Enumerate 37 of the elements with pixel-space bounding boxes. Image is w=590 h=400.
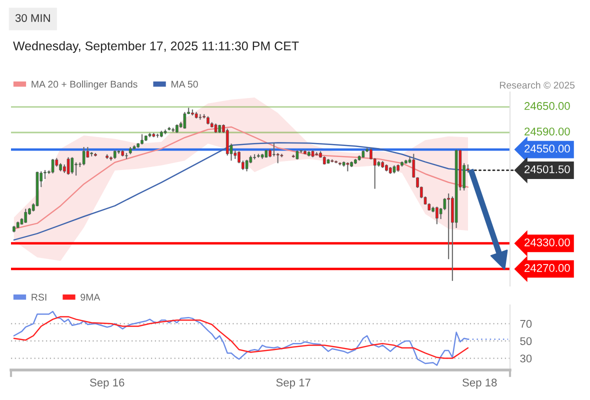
candlestick bbox=[24, 208, 28, 224]
y-tick-label: 70 bbox=[520, 320, 532, 328]
ref-line-label: 24550.00 bbox=[524, 144, 570, 153]
candlestick bbox=[198, 114, 202, 120]
candlestick bbox=[436, 206, 438, 225]
candlestick bbox=[447, 192, 450, 260]
candlestick bbox=[226, 128, 229, 156]
x-tick-label: Sep 18 bbox=[462, 378, 497, 389]
candlestick bbox=[140, 134, 144, 145]
candlestick bbox=[74, 162, 78, 176]
candlestick bbox=[245, 159, 248, 172]
ref-line-label: 24270.00 bbox=[524, 264, 570, 272]
candlestick bbox=[272, 142, 276, 157]
candlestick bbox=[51, 158, 54, 174]
ref-line-label: 24330.00 bbox=[524, 238, 570, 246]
chart-title: 30 MIN bbox=[15, 14, 50, 22]
candlestick bbox=[214, 122, 218, 134]
ref-line-label: 24590.00 bbox=[524, 128, 570, 136]
ref-line-label: 24650.00 bbox=[524, 102, 570, 110]
candlestick bbox=[183, 111, 186, 130]
text: Research © 2025 bbox=[500, 81, 575, 89]
line-series bbox=[13, 316, 469, 359]
y-tick-label: 50 bbox=[520, 337, 532, 346]
chart-subtitle: Wednesday, September 17, 2025 11:11:30 PM CET bbox=[13, 41, 299, 53]
legend-label: RSI bbox=[32, 294, 46, 301]
y-tick-label: 30 bbox=[520, 354, 532, 362]
candlestick bbox=[70, 156, 74, 174]
legend-label: MA 20 + Bollinger Bands bbox=[32, 80, 138, 90]
x-tick-label: Sep 17 bbox=[276, 378, 310, 389]
candlestick bbox=[66, 156, 70, 176]
candlestick bbox=[412, 153, 416, 178]
legend-label: 9MA bbox=[80, 294, 100, 301]
candlestick bbox=[276, 152, 280, 164]
legend-label: MA 50 bbox=[172, 80, 198, 88]
candlestick bbox=[82, 146, 86, 166]
annotation: 24501.50 bbox=[524, 165, 570, 174]
x-tick-label: Sep 16 bbox=[90, 378, 124, 389]
